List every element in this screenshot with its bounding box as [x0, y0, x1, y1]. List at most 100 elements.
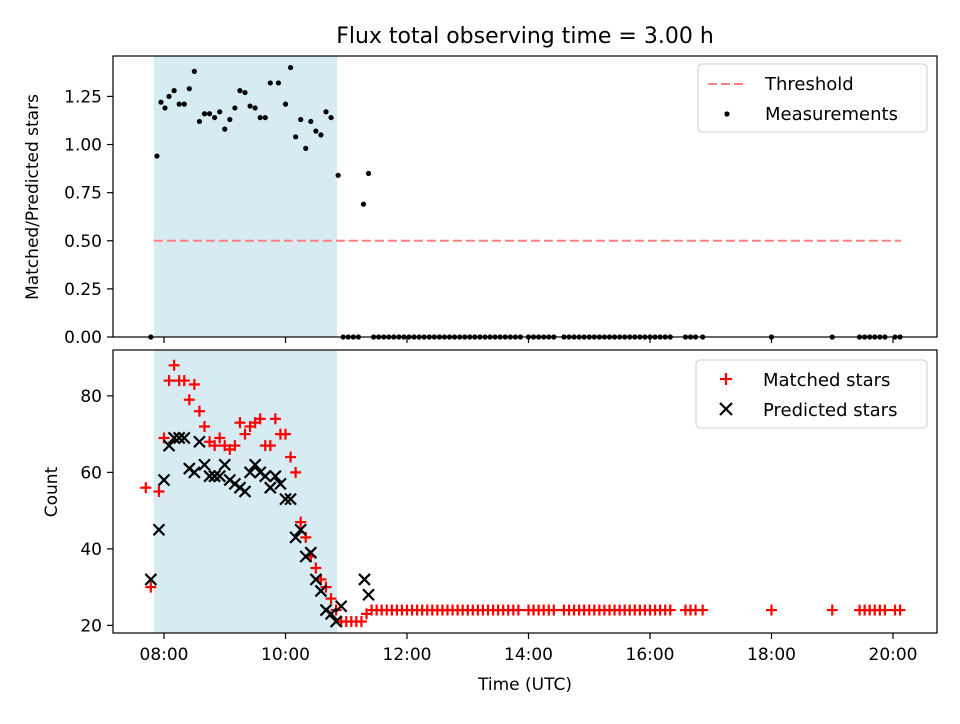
- chart-title: Flux total observing time = 3.00 h: [336, 24, 714, 49]
- measurement-point: [196, 118, 203, 125]
- predicted-star-point: [238, 485, 252, 498]
- matched-star-point: [193, 405, 205, 417]
- predicted-star-point: [314, 584, 328, 598]
- predicted-star-point: [177, 431, 191, 445]
- measurement-point: [227, 116, 233, 123]
- matched-star-point: [239, 428, 251, 440]
- predicted-star-point: [289, 531, 302, 544]
- top-x-ticks: [163, 337, 894, 343]
- measurement-point: [282, 101, 289, 107]
- matched-star-point: [163, 375, 175, 387]
- measurement-point: [212, 114, 218, 121]
- matched-star-point: [548, 604, 560, 616]
- top-y-tick-label: 0.75: [64, 184, 102, 204]
- matched-star-point: [325, 593, 337, 605]
- measurement-point: [162, 105, 168, 111]
- predicted-star-point: [362, 588, 375, 602]
- predicted-star-point: [157, 473, 171, 487]
- legend-matched-swatch: [720, 373, 732, 385]
- measurement-point: [293, 134, 299, 140]
- measurement-point: [217, 109, 223, 115]
- measurement-point: [222, 126, 228, 132]
- measurement-point: [247, 103, 253, 109]
- matched-star-point: [290, 466, 302, 478]
- predicted-star-point: [243, 466, 257, 479]
- top-y-tick-label: 1.00: [64, 136, 102, 156]
- measurement-point: [262, 114, 268, 121]
- measurement-point: [176, 101, 182, 107]
- measurement-point: [308, 118, 314, 125]
- predicted-star-point: [162, 439, 176, 452]
- predicted-star-point: [152, 523, 166, 537]
- predicted-star-point: [358, 573, 371, 586]
- measurement-point: [201, 111, 208, 117]
- predicted-star-point: [279, 492, 292, 506]
- measurement-point: [287, 64, 294, 71]
- matched-star-point: [310, 562, 322, 574]
- measurement-point: [191, 68, 197, 74]
- predicted-star-point: [274, 477, 287, 491]
- matched-star-point: [355, 616, 367, 628]
- predicted-star-point: [208, 469, 221, 483]
- matched-star-point: [254, 413, 266, 425]
- matched-star-point: [664, 604, 676, 616]
- top-y-tick-label: 0.25: [64, 280, 102, 300]
- top-observing-span: [153, 56, 338, 337]
- predicted-star-point: [203, 469, 216, 483]
- x-tick-label: 08:00: [140, 645, 189, 665]
- bottom-y-tick-label: 80: [80, 387, 102, 407]
- legend-predicted-label: Predicted stars: [763, 400, 897, 421]
- predicted-star-point: [193, 435, 206, 449]
- bottom-plot-frame: [112, 349, 938, 634]
- measurement-point: [365, 170, 372, 177]
- matched-star-point: [512, 604, 524, 616]
- predicted-star-point: [213, 469, 226, 483]
- legend-measurements-label: Measurements: [765, 104, 898, 125]
- predicted-stars-points: [144, 431, 375, 628]
- measurement-point: [275, 80, 282, 86]
- predicted-star-point: [294, 523, 307, 537]
- top-y-axis-label: Matched/Predicted stars: [23, 94, 43, 300]
- bottom-y-tick-label: 20: [80, 616, 102, 636]
- matched-star-point: [285, 451, 297, 463]
- measurement-point: [206, 111, 213, 117]
- matched-star-point: [209, 440, 221, 452]
- measurement-point: [154, 153, 160, 159]
- top-legend: Threshold Measurements: [697, 63, 928, 133]
- predicted-star-point: [248, 458, 262, 472]
- x-tick-label: 12:00: [383, 645, 432, 665]
- predicted-star-point: [284, 492, 297, 506]
- predicted-star-point: [309, 573, 323, 586]
- bottom-y-tick-label: 40: [80, 540, 102, 560]
- measurement-point: [232, 105, 238, 111]
- predicted-star-point: [264, 481, 277, 494]
- measurement-point: [257, 114, 263, 121]
- bottom-y-tick-label: 60: [80, 463, 102, 483]
- top-y-tick-label: 0.00: [64, 328, 102, 348]
- measurement-point: [171, 88, 177, 94]
- top-y-ticks: 0.00 0.25 0.50 0.75 1.00 1.25: [64, 87, 113, 348]
- matched-star-point: [153, 486, 165, 497]
- matched-star-point: [269, 413, 281, 425]
- predicted-star-point: [304, 546, 318, 559]
- measurement-point: [242, 89, 248, 96]
- top-panel: 0.00 0.25 0.50 0.75 1.00 1.25 Matched/Predict…: [23, 55, 938, 348]
- x-axis-label: Time (UTC): [477, 675, 572, 695]
- measurement-point: [186, 86, 192, 92]
- x-tick-label: 18:00: [747, 645, 796, 665]
- measurement-point: [335, 172, 341, 178]
- top-y-tick-label: 0.50: [64, 232, 102, 252]
- predicted-star-point: [188, 466, 201, 479]
- matched-star-point: [229, 440, 241, 452]
- measurement-point: [166, 93, 172, 100]
- matched-star-point: [280, 428, 291, 440]
- matched-star-point: [145, 581, 157, 593]
- predicted-star-point: [329, 615, 343, 628]
- matched-star-point: [894, 604, 906, 616]
- measurement-point: [298, 116, 304, 123]
- measurement-point: [181, 101, 187, 107]
- measurement-point: [158, 99, 164, 105]
- matched-star-point: [214, 432, 226, 444]
- bottom-panel: 20 40 60 80 08:00 10:00 12:00 14:00 16:00 18:00 2…: [42, 349, 938, 695]
